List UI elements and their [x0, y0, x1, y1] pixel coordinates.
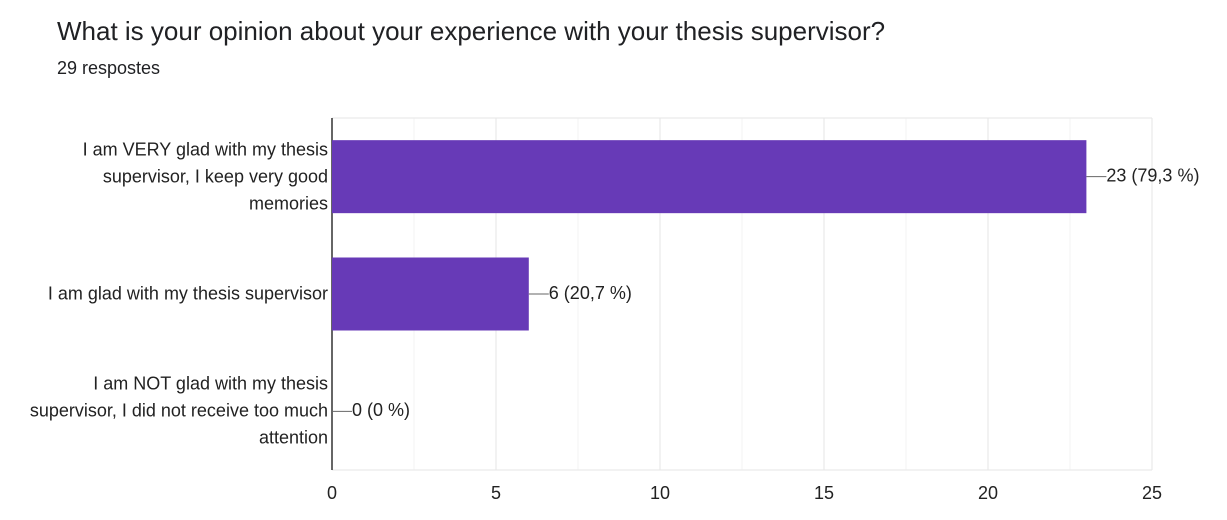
- x-tick-label: 5: [491, 483, 501, 503]
- x-tick-label: 10: [650, 483, 670, 503]
- value-label: 6 (20,7 %): [549, 283, 632, 303]
- bar: [332, 257, 529, 331]
- y-tick-label: I am glad with my thesis supervisor: [47, 283, 328, 304]
- bar: [332, 140, 1087, 214]
- x-tick-label: 0: [327, 483, 337, 503]
- x-tick-label: 15: [814, 483, 834, 503]
- value-label: 23 (79,3 %): [1106, 165, 1199, 185]
- y-tick-label: I am NOT glad with my thesis supervisor,…: [29, 373, 328, 448]
- value-label: 0 (0 %): [352, 400, 410, 420]
- x-tick-label: 25: [1142, 483, 1162, 503]
- chart-subtitle: 29 respostes: [57, 58, 161, 78]
- y-tick-label: I am VERY glad with my thesis supervisor…: [82, 139, 328, 214]
- chart-title: What is your opinion about your experien…: [57, 16, 886, 46]
- x-tick-label: 20: [978, 483, 998, 503]
